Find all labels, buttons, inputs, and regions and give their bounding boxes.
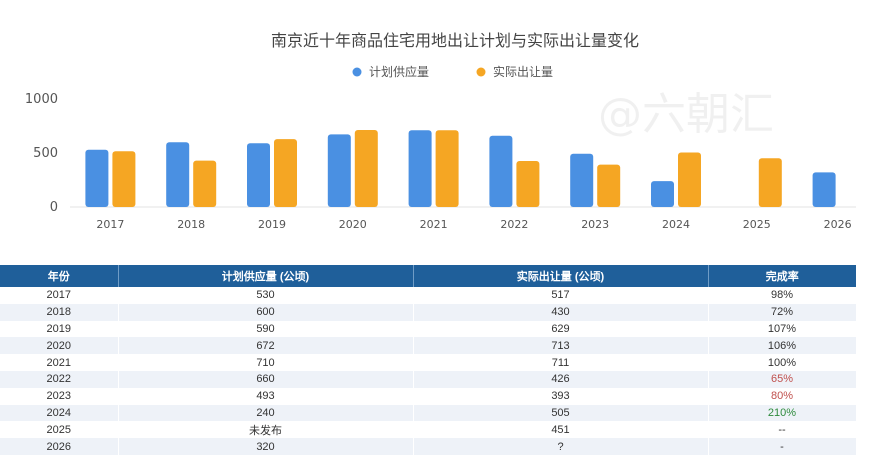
x-tick-label: 2024 — [662, 218, 690, 231]
table-row: 2024 240 505 210% — [0, 404, 857, 422]
table-header-row: 年份 计划供应量 (公顷) 实际出让量 (公顷) 完成率 — [0, 265, 856, 287]
cell-plan: 未发布 — [118, 421, 414, 439]
bar-plan-2024[interactable] — [651, 181, 674, 207]
bar-actual-2021[interactable] — [435, 130, 459, 207]
cell-plan: 710 — [118, 354, 414, 371]
y-axis: 0 500 1000 — [25, 92, 58, 215]
bar-plan-2021[interactable] — [408, 130, 432, 207]
table-row: 2019 590 629 107% — [0, 320, 857, 338]
bar-actual-2017[interactable] — [112, 151, 136, 207]
cell-plan: 240 — [118, 404, 414, 422]
bar-actual-2023[interactable] — [597, 164, 621, 207]
bar-actual-2019[interactable] — [274, 139, 297, 207]
cell-year: 2019 — [0, 320, 119, 338]
cell-rate: 106% — [708, 337, 857, 355]
cell-rate: 107% — [708, 320, 857, 338]
cell-year: 2018 — [0, 303, 119, 321]
cell-year: 2024 — [0, 404, 119, 422]
bar-actual-2025[interactable] — [758, 158, 782, 207]
x-tick-label: 2019 — [258, 218, 286, 231]
cell-rate: 72% — [708, 303, 857, 321]
cell-actual: 430 — [413, 303, 709, 321]
cell-plan: 600 — [118, 303, 414, 321]
bar-plan-2019[interactable] — [247, 143, 270, 207]
cell-year: 2025 — [0, 421, 119, 439]
header-plan: 计划供应量 (公顷) — [118, 265, 414, 287]
cell-year: 2026 — [0, 438, 119, 455]
cell-plan: 672 — [118, 337, 414, 355]
x-tick-label: 2018 — [177, 218, 205, 231]
cell-rate: 65% — [708, 370, 857, 388]
bar-plan-2026[interactable] — [812, 172, 836, 207]
cell-actual: 451 — [413, 421, 709, 439]
table-row: 2018 600 430 72% — [0, 303, 857, 321]
bar-actual-2022[interactable] — [516, 161, 540, 207]
header-rate: 完成率 — [708, 265, 856, 287]
bar-plan-2017[interactable] — [85, 149, 109, 207]
x-axis: 2017 2018 2019 2020 2021 2022 2023 2024 2025 2026 — [96, 218, 851, 231]
legend-label-actual[interactable]: 实际出让量 — [493, 64, 553, 79]
x-tick-label: 2020 — [339, 218, 367, 231]
cell-year: 2020 — [0, 337, 119, 355]
chart: 南京近十年商品住宅用地出让计划与实际出让量变化 计划供应量 实际出让量 0 50… — [25, 31, 856, 231]
header-year: 年份 — [0, 265, 119, 287]
x-tick-label: 2017 — [96, 218, 124, 231]
cell-plan: 530 — [118, 287, 414, 304]
legend: 计划供应量 实际出让量 — [352, 64, 553, 79]
legend-marker-actual — [476, 67, 486, 77]
header-actual: 实际出让量 (公顷) — [413, 265, 709, 287]
table-row: 2025 未发布 451 -- — [0, 421, 857, 439]
cell-plan: 320 — [118, 438, 414, 455]
cell-rate: - — [708, 438, 857, 455]
bar-actual-2020[interactable] — [354, 130, 378, 207]
cell-actual: 505 — [413, 404, 709, 422]
x-tick-label: 2021 — [420, 218, 448, 231]
cell-actual: 426 — [413, 370, 709, 388]
table-row: 2022 660 426 65% — [0, 370, 857, 388]
cell-actual: 711 — [413, 354, 709, 371]
data-table: 年份 计划供应量 (公顷) 实际出让量 (公顷) 完成率 2017 530 517 9… — [0, 265, 857, 455]
x-tick-label: 2023 — [581, 218, 609, 231]
legend-marker-plan — [352, 67, 362, 77]
x-tick-label: 2025 — [743, 218, 771, 231]
legend-label-plan[interactable]: 计划供应量 — [369, 64, 429, 79]
table-row: 2017 530 517 98% — [0, 287, 857, 304]
bar-plan-2020[interactable] — [327, 134, 351, 207]
bar-plan-2022[interactable] — [489, 135, 513, 207]
chart-title: 南京近十年商品住宅用地出让计划与实际出让量变化 — [271, 31, 639, 50]
cell-rate: 100% — [708, 354, 857, 371]
cell-plan: 660 — [118, 370, 414, 388]
x-tick-label: 2022 — [500, 218, 528, 231]
cell-rate: 80% — [708, 387, 857, 405]
bars — [85, 130, 836, 208]
cell-rate: 210% — [708, 404, 857, 422]
table-row: 2026 320? - — [0, 438, 857, 455]
bar-actual-2024[interactable] — [678, 152, 701, 208]
table-row: 2023 493 393 80% — [0, 387, 857, 405]
table-row: 2020 672 713 106% — [0, 337, 857, 355]
cell-rate: -- — [708, 421, 857, 439]
cell-rate: 98% — [708, 287, 857, 304]
y-tick-label: 500 — [33, 146, 58, 161]
cell-year: 2023 — [0, 387, 119, 405]
bar-plan-2023[interactable] — [570, 153, 594, 207]
table-row: 2021 710 711 100% — [0, 354, 857, 371]
cell-actual: 517 — [413, 287, 709, 304]
cell-actual: 629 — [413, 320, 709, 338]
bar-actual-2018[interactable] — [193, 160, 217, 207]
y-tick-label: 1000 — [25, 92, 58, 107]
cell-actual: 393 — [413, 387, 709, 405]
bar-plan-2018[interactable] — [166, 142, 190, 207]
cell-plan: 493 — [118, 387, 414, 405]
cell-year: 2022 — [0, 370, 119, 388]
cell-actual: 713 — [413, 337, 709, 355]
cell-year: 2021 — [0, 354, 119, 371]
x-tick-label: 2026 — [824, 218, 852, 231]
cell-year: 2017 — [0, 287, 119, 304]
y-tick-label: 0 — [50, 200, 58, 215]
cell-actual: ? — [413, 438, 709, 455]
cell-plan: 590 — [118, 320, 414, 338]
